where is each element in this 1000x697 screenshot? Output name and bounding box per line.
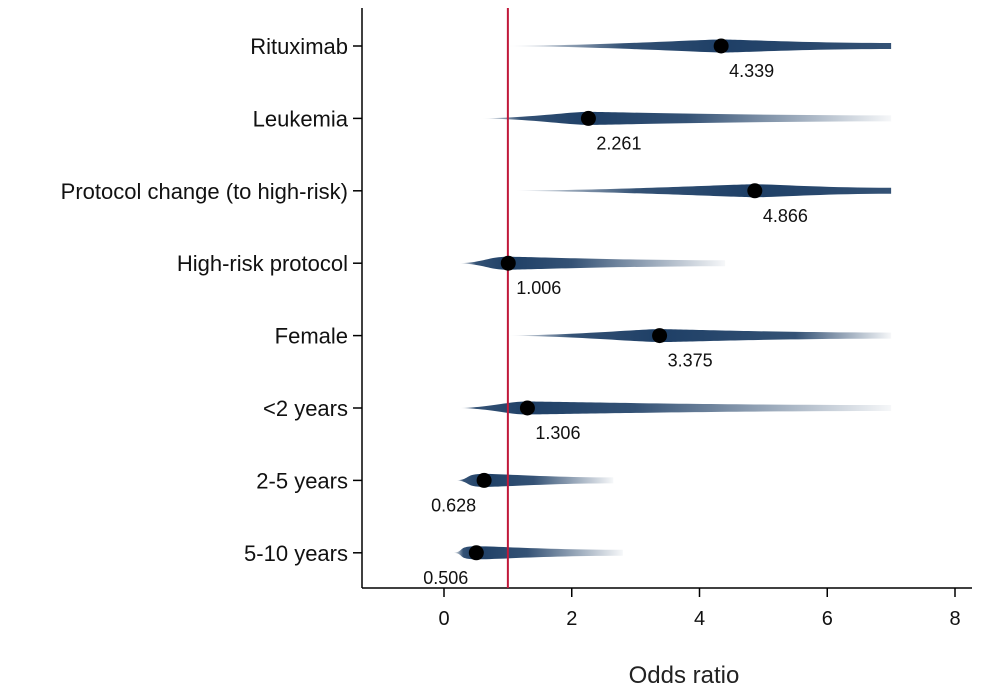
point-estimate [747, 183, 763, 199]
data-label: 0.628 [431, 495, 476, 515]
point-estimates [468, 38, 763, 561]
density-shape [507, 39, 892, 53]
y-axis-label: 5-10 years [244, 541, 348, 566]
point-estimate [476, 472, 492, 488]
data-label: 1.306 [535, 423, 580, 443]
point-estimate [652, 328, 668, 344]
y-axis-label: Protocol change (to high-risk) [61, 179, 348, 204]
data-label: 3.375 [668, 351, 713, 371]
density-shape [507, 329, 892, 343]
y-axis-label: 2-5 years [256, 468, 348, 493]
y-axis-label: <2 years [263, 396, 348, 421]
x-tick-label: 8 [949, 608, 960, 630]
x-tick-label: 4 [694, 608, 705, 630]
data-labels: 4.339 2.261 4.866 1.006 3.375 1.306 0.628 0.506 [423, 61, 808, 588]
data-label: 4.339 [729, 61, 774, 81]
y-axis-label: High-risk protocol [177, 251, 348, 276]
y-axis-label: Female [275, 324, 348, 349]
data-label: 0.506 [423, 568, 468, 588]
x-tick-label: 6 [822, 608, 833, 630]
point-estimate [519, 400, 535, 416]
data-label: 2.261 [596, 133, 641, 153]
density-shape [507, 184, 892, 198]
data-label: 1.006 [516, 278, 561, 298]
point-estimate [713, 38, 729, 54]
x-axis-title: Odds ratio [629, 662, 740, 689]
y-axis-label: Rituximab [250, 34, 348, 59]
x-tick-label: 2 [566, 608, 577, 630]
x-tick-label: 0 [438, 608, 449, 630]
density-shape [459, 256, 726, 270]
density-layer [453, 39, 892, 560]
x-axis-ticks: 0 2 4 6 8 [438, 588, 961, 630]
density-shape [459, 401, 892, 415]
density-shape [482, 111, 892, 125]
point-estimate [580, 110, 596, 126]
y-axis-label: Leukemia [253, 106, 349, 131]
density-shape [456, 473, 614, 487]
density-shape [453, 546, 623, 560]
point-estimate [500, 255, 516, 271]
point-estimate [468, 545, 484, 561]
data-label: 4.866 [763, 206, 808, 226]
y-axis-labels: Rituximab Leukemia Protocol change (to hig… [61, 34, 362, 566]
